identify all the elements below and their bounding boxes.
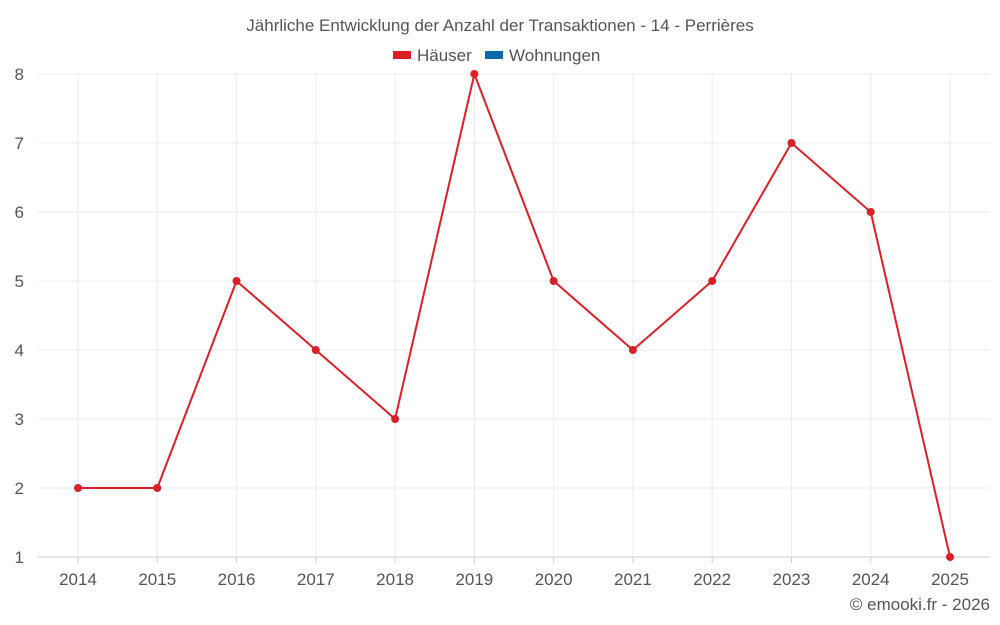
data-point [74, 484, 82, 492]
data-point [470, 70, 479, 78]
legend-label-haeuser[interactable]: Häuser [417, 46, 472, 65]
credit: © emooki.fr - 2026 [850, 595, 990, 614]
legend-swatch-wohnungen [485, 51, 503, 59]
x-tick-label: 2024 [852, 570, 890, 589]
data-point [866, 208, 875, 216]
data-point [628, 346, 637, 354]
y-tick-label: 3 [15, 410, 24, 429]
data-point [549, 277, 558, 285]
data-point [708, 277, 717, 285]
data-point [232, 277, 241, 285]
legend-label-wohnungen[interactable]: Wohnungen [509, 46, 600, 65]
data-point [787, 139, 796, 147]
legend: Häuser Wohnungen [393, 46, 600, 65]
y-tick-label: 6 [15, 203, 24, 222]
x-tick-label: 2022 [693, 570, 731, 589]
x-tick-label: 2019 [455, 570, 493, 589]
x-tick-label: 2017 [297, 570, 335, 589]
x-tick-label: 2015 [138, 570, 176, 589]
y-tick-label: 8 [15, 65, 24, 84]
y-tick-label: 1 [15, 548, 24, 567]
data-point [391, 415, 400, 423]
y-tick-label: 5 [15, 272, 24, 291]
y-tick-label: 4 [15, 341, 24, 360]
x-tick-label: 2023 [773, 570, 811, 589]
x-tick-label: 2014 [59, 570, 97, 589]
x-tick-label: 2018 [376, 570, 414, 589]
data-point [311, 346, 320, 354]
x-tick-label: 2021 [614, 570, 652, 589]
y-tick-label: 7 [15, 134, 24, 153]
legend-swatch-haeuser [393, 51, 411, 59]
data-point [946, 553, 954, 561]
x-tick-label: 2016 [218, 570, 256, 589]
x-tick-label: 2020 [535, 570, 573, 589]
x-tick-label: 2025 [931, 570, 969, 589]
series-line [78, 70, 951, 558]
data-point [153, 484, 162, 492]
chart-title: Jährliche Entwicklung der Anzahl der Tra… [246, 16, 753, 35]
y-tick-label: 2 [15, 479, 24, 498]
